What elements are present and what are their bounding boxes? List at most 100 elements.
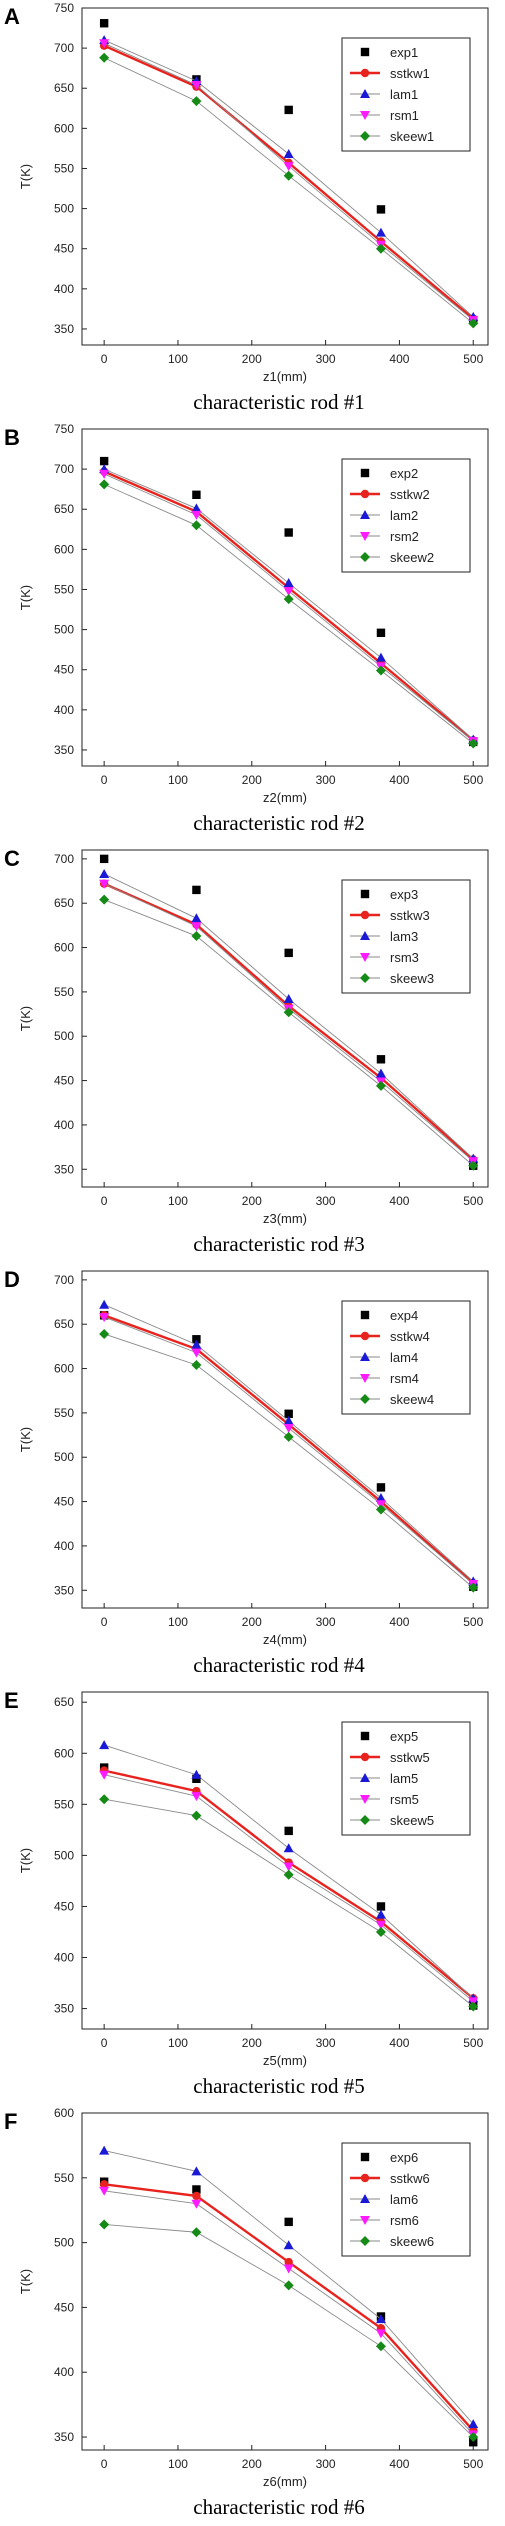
legend-box [341,1300,471,1415]
point-rsm2 [283,587,294,597]
point-rsm5 [375,1920,386,1930]
y-tick-label: 600 [54,542,74,556]
y-tick-label: 450 [54,2300,74,2314]
y-axis-title: T(K) [18,1006,33,1031]
legend-marker [360,2173,370,2183]
y-tick-label: 550 [54,1797,74,1811]
point-exp2 [376,628,386,638]
y-tick-label: 450 [54,1495,74,1509]
x-tick-label: 300 [316,2457,336,2471]
panel-b: B 0 100 200 300 400 500 350 400 450 500 550 600 650 70… [4,422,489,835]
legend-label: sstkw1 [390,66,430,81]
x-tick-label: 0 [101,1615,108,1629]
legend-label: rsm1 [390,108,419,123]
x-tick-label: 500 [463,352,483,366]
point-skeew6 [468,2432,479,2443]
point-skeew4 [468,1582,479,1593]
panel-a: A 0 100 200 300 400 500 350 400 450 500 550 600 650 70… [4,1,489,414]
legend-label: lam1 [390,87,418,102]
point-lam5 [375,1909,386,1919]
point-exp3 [284,948,293,958]
y-axis-title: T(K) [18,1427,33,1452]
legend-marker [360,2216,370,2225]
plot-frame [81,2112,489,2451]
point-rsm4 [99,1313,110,1323]
point-lam2 [191,503,202,513]
panel-caption: characteristic rod #1 [193,390,364,414]
plot-frame [81,1270,489,1609]
point-rsm6 [191,2199,202,2209]
point-skeew6 [283,2280,294,2291]
y-tick-label: 750 [54,1,74,15]
y-tick-label: 400 [54,703,74,717]
y-tick-label: 550 [54,2171,74,2185]
x-tick-label: 500 [463,2036,483,2050]
point-skeew3 [283,1007,294,1018]
point-lam3 [375,1068,386,1078]
y-tick-label: 450 [54,242,74,256]
x-tick-label: 0 [101,1194,108,1208]
legend-marker [360,2194,370,2203]
legend-label: skeew1 [390,129,434,144]
point-lam6 [468,2419,479,2429]
point-exp5 [192,1774,201,1784]
point-exp1 [376,205,386,214]
legend-marker [360,89,370,98]
x-tick-label: 400 [389,2457,409,2471]
panel-letter: D [4,1267,20,1292]
panel-c: C 0 100 200 300 400 500 350 400 450 500 550 600 650 70… [4,846,489,1256]
y-tick-label: 600 [54,121,74,135]
legend-marker [360,931,370,940]
point-lam6 [191,2166,202,2176]
y-tick-label: 350 [54,2430,74,2444]
legend-marker [360,131,370,141]
x-tick-label: 100 [168,2036,188,2050]
point-lam1 [375,227,386,237]
x-tick-label: 300 [316,2036,336,2050]
x-axis-title: z2(mm) [263,790,307,805]
legend-label: lam2 [390,508,418,523]
x-tick-label: 200 [242,773,262,787]
x-tick-label: 100 [168,2457,188,2471]
panel-e: E 0 100 200 300 400 500 350 400 450 500 550 600 650 z5… [4,1688,489,2098]
x-tick-label: 200 [242,2457,262,2471]
legend-marker [360,1374,370,1383]
legend-label: rsm2 [390,529,419,544]
legend-marker [360,1352,370,1361]
y-axis-title: T(K) [18,164,33,189]
legend-marker [360,111,370,120]
legend-marker [360,1394,370,1404]
point-lam4 [375,1493,386,1503]
legend-marker [360,1815,370,1825]
legend: exp3 sstkw3 lam3 rsm3 skeew3 [341,879,471,994]
legend-label: skeew4 [390,1392,434,1407]
y-tick-label: 600 [54,941,74,955]
point-skeew4 [99,1328,110,1339]
x-tick-label: 400 [389,773,409,787]
y-tick-label: 500 [54,1848,74,1862]
point-lam4 [283,1415,294,1425]
x-tick-label: 0 [101,773,108,787]
legend-label: lam4 [390,1350,418,1365]
x-tick-label: 300 [316,1615,336,1629]
legend-label: lam6 [390,2192,418,2207]
panel-caption: characteristic rod #5 [193,2074,364,2098]
panel-letter: B [4,425,20,450]
point-exp3 [376,1055,386,1064]
point-skeew6 [99,2219,110,2230]
point-rsm5 [191,1792,202,1802]
panel-letter: C [4,846,20,871]
legend: exp1 sstkw1 lam1 rsm1 skeew1 [341,37,471,152]
legend-label: exp6 [390,2150,418,2165]
legend-label: rsm3 [390,950,419,965]
legend-marker [360,2152,370,2162]
x-tick-label: 400 [389,352,409,366]
y-tick-label: 650 [54,81,74,95]
legend-marker [360,468,370,478]
point-exp6 [469,2438,478,2447]
y-tick-label: 650 [54,502,74,516]
point-exp4 [192,1335,201,1344]
panel-d: D 0 100 200 300 400 500 350 400 450 500 550 600 650 70… [4,1267,489,1677]
y-tick-label: 650 [54,1695,74,1709]
x-tick-label: 400 [389,2036,409,2050]
